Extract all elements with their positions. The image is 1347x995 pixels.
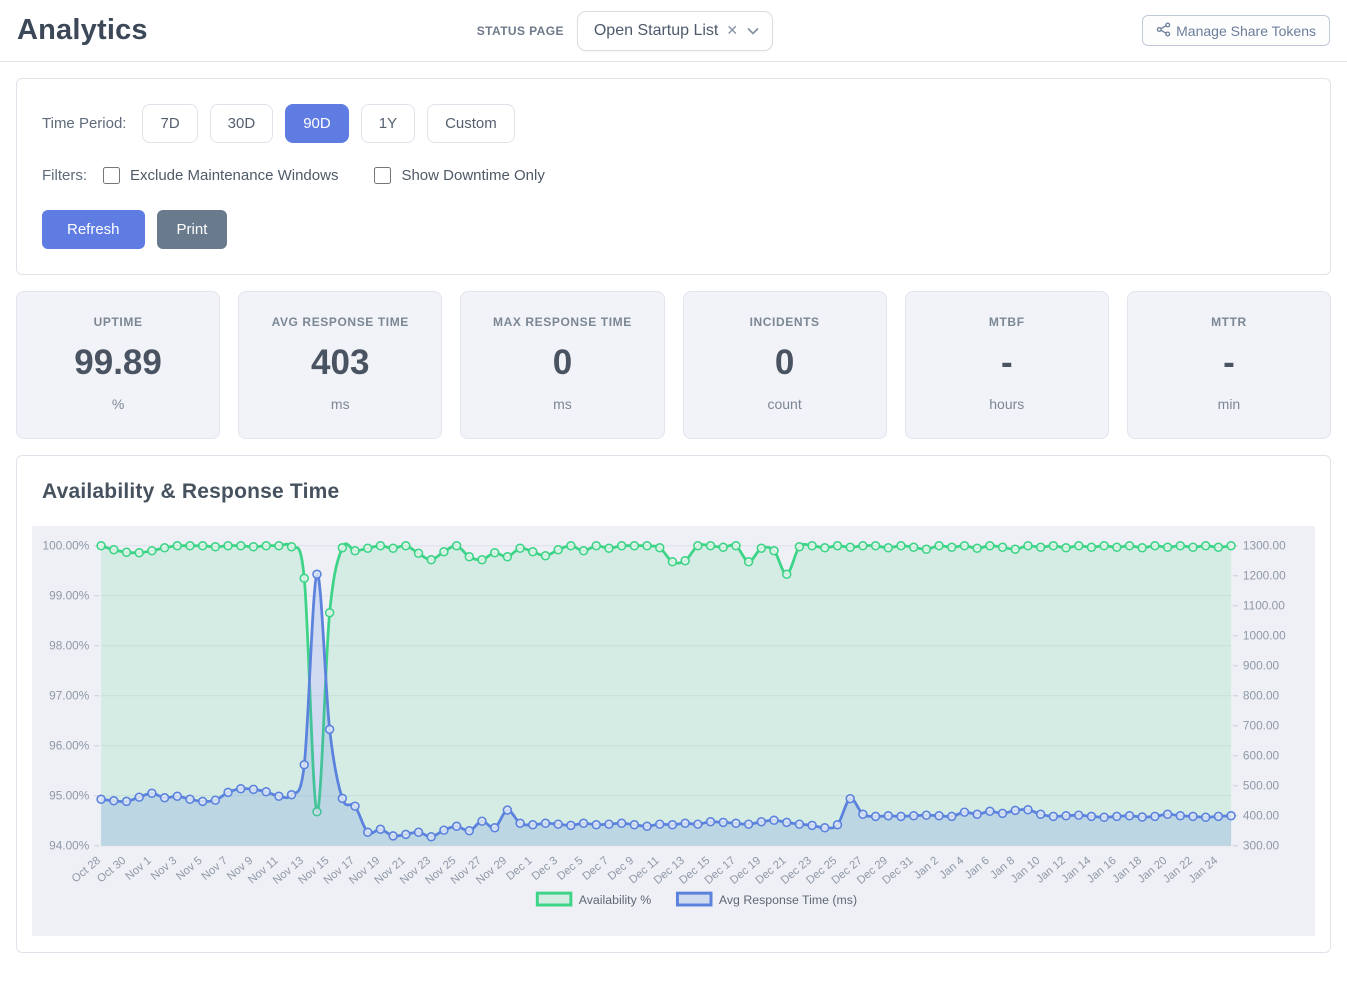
time-period-label: Time Period: xyxy=(42,115,127,132)
show-downtime-checkbox-wrap[interactable]: Show Downtime Only xyxy=(374,167,545,184)
stat-value: - xyxy=(1223,343,1235,382)
svg-text:Nov 1: Nov 1 xyxy=(123,855,153,883)
exclude-maintenance-label: Exclude Maintenance Windows xyxy=(130,167,339,184)
stat-card-avg-response: AVG RESPONSE TIME 403 ms xyxy=(238,291,443,439)
svg-text:800.00: 800.00 xyxy=(1243,689,1280,703)
manage-share-tokens-label: Manage Share Tokens xyxy=(1176,22,1316,39)
svg-text:Avg Response Time (ms): Avg Response Time (ms) xyxy=(719,893,857,907)
period-button-1y[interactable]: 1Y xyxy=(360,104,416,143)
filters-panel: Time Period: 7D 30D 90D 1Y Custom Filter… xyxy=(16,78,1331,275)
stat-value: 403 xyxy=(311,343,370,382)
stat-label: MAX RESPONSE TIME xyxy=(492,315,632,329)
stat-label: INCIDENTS xyxy=(749,315,820,329)
svg-text:Jan 4: Jan 4 xyxy=(937,855,966,882)
stat-card-mtbf: MTBF - hours xyxy=(904,291,1109,439)
chart-title: Availability & Response Time xyxy=(42,480,340,503)
svg-text:Jan 24: Jan 24 xyxy=(1187,855,1221,886)
chevron-down-icon[interactable] xyxy=(746,24,760,38)
svg-text:Dec 5: Dec 5 xyxy=(555,855,585,883)
stat-card-mttr: MTTR - min xyxy=(1126,291,1332,439)
show-downtime-label: Show Downtime Only xyxy=(401,167,545,184)
status-page-selector: STATUS PAGE Open Startup List ✕ xyxy=(476,10,774,51)
period-button-30d[interactable]: 30D xyxy=(209,104,274,143)
stat-value: 0 xyxy=(774,343,795,382)
stats-row: UPTIME 99.89 % AVG RESPONSE TIME 403 ms … xyxy=(16,291,1332,439)
svg-text:Jan 2: Jan 2 xyxy=(912,855,941,882)
svg-text:500.00: 500.00 xyxy=(1243,779,1280,793)
svg-text:Dec 3: Dec 3 xyxy=(530,855,560,883)
svg-text:Dec 1: Dec 1 xyxy=(504,855,534,883)
stat-unit: ms xyxy=(330,396,350,412)
svg-text:Nov 3: Nov 3 xyxy=(149,855,179,883)
stat-unit: min xyxy=(1217,396,1241,412)
status-page-label: STATUS PAGE xyxy=(476,23,564,38)
svg-text:99.00%: 99.00% xyxy=(49,589,90,603)
svg-text:94.00%: 94.00% xyxy=(49,839,90,853)
svg-text:1100.00: 1100.00 xyxy=(1243,599,1285,613)
header: Analytics STATUS PAGE Open Startup List … xyxy=(0,0,1347,62)
stat-label: MTBF xyxy=(988,315,1025,329)
svg-text:300.00: 300.00 xyxy=(1243,839,1280,853)
stat-unit: % xyxy=(111,396,125,412)
chart-canvas: 100.00% 99.00% 98.00% 97.00% 96.00% 95.00% 94.… xyxy=(43,539,1287,907)
svg-text:Availability %: Availability % xyxy=(579,893,651,907)
svg-text:Jan 6: Jan 6 xyxy=(963,855,992,882)
filter-actions-row: Refresh Print xyxy=(42,210,1305,249)
stat-card-uptime: UPTIME 99.89 % xyxy=(16,291,221,439)
svg-text:Oct 30: Oct 30 xyxy=(95,855,128,886)
stat-label: MTTR xyxy=(1211,315,1247,329)
svg-text:96.00%: 96.00% xyxy=(49,739,90,753)
filter-checkbox-row: Filters: Exclude Maintenance Windows Sho… xyxy=(42,167,1305,184)
exclude-maintenance-checkbox-wrap[interactable]: Exclude Maintenance Windows xyxy=(103,167,338,184)
show-downtime-checkbox[interactable] xyxy=(374,167,392,184)
refresh-button[interactable]: Refresh xyxy=(42,210,145,249)
svg-text:98.00%: 98.00% xyxy=(49,639,90,653)
stat-label: AVG RESPONSE TIME xyxy=(271,315,409,329)
svg-text:900.00: 900.00 xyxy=(1243,659,1280,673)
stat-card-incidents: INCIDENTS 0 count xyxy=(682,291,887,439)
share-icon xyxy=(1156,21,1171,40)
exclude-maintenance-checkbox[interactable] xyxy=(103,167,120,184)
svg-text:1000.00: 1000.00 xyxy=(1243,629,1286,643)
svg-text:1200.00: 1200.00 xyxy=(1243,569,1286,583)
svg-text:95.00%: 95.00% xyxy=(49,789,90,803)
stat-unit: hours xyxy=(989,396,1025,412)
svg-text:400.00: 400.00 xyxy=(1243,809,1280,823)
stat-card-max-response: MAX RESPONSE TIME 0 ms xyxy=(460,291,665,439)
filters-label: Filters: xyxy=(42,167,87,184)
stat-value: 99.89 xyxy=(74,343,162,382)
print-button[interactable]: Print xyxy=(156,210,228,249)
period-button-90d[interactable]: 90D xyxy=(285,104,349,143)
svg-text:97.00%: 97.00% xyxy=(49,689,90,703)
svg-text:700.00: 700.00 xyxy=(1243,719,1280,733)
stat-label: UPTIME xyxy=(93,315,143,329)
stat-unit: count xyxy=(767,396,802,412)
period-button-7d[interactable]: 7D xyxy=(142,104,198,143)
stat-value: 0 xyxy=(552,343,573,382)
svg-text:Nov 7: Nov 7 xyxy=(200,855,230,883)
stat-unit: ms xyxy=(553,396,572,412)
manage-share-tokens-button[interactable]: Manage Share Tokens xyxy=(1142,15,1330,46)
status-page-selected-value: Open Startup List xyxy=(593,21,719,39)
time-period-row: Time Period: 7D 30D 90D 1Y Custom xyxy=(42,104,1305,143)
svg-text:Nov 5: Nov 5 xyxy=(174,855,204,883)
stat-value: - xyxy=(1000,343,1013,382)
status-page-dropdown[interactable]: Open Startup List ✕ xyxy=(576,10,774,51)
period-button-custom[interactable]: Custom xyxy=(427,104,515,143)
svg-text:1300.00: 1300.00 xyxy=(1243,539,1286,553)
chart-panel: Availability & Response Time 100.00% 99.0… xyxy=(16,455,1331,953)
svg-text:Dec 7: Dec 7 xyxy=(581,855,611,883)
svg-text:600.00: 600.00 xyxy=(1243,749,1280,763)
svg-text:100.00%: 100.00% xyxy=(43,539,90,553)
clear-selection-icon[interactable]: ✕ xyxy=(726,22,739,38)
page-title: Analytics xyxy=(17,14,148,46)
availability-response-chart[interactable]: 100.00% 99.00% 98.00% 97.00% 96.00% 95.00% 94.… xyxy=(32,526,1315,936)
time-period-group: 7D 30D 90D 1Y Custom xyxy=(142,104,515,143)
